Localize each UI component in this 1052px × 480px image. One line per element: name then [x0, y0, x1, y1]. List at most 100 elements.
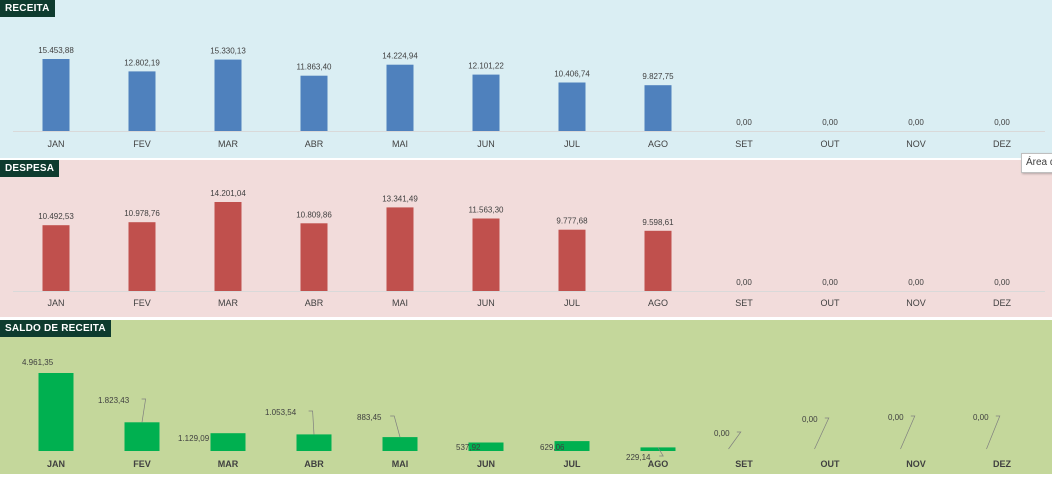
saldo-chart-panel[interactable]: SALDO DE RECEITA 4.961,35 JAN 1.823,43 FEV 1…	[0, 320, 1052, 474]
despesa-bar-jan[interactable]	[42, 225, 70, 291]
saldo-category-label-nov: NOV	[906, 459, 926, 469]
despesa-category-label-fev: FEV	[133, 298, 151, 308]
despesa-value-label-abr: 10.809,86	[296, 210, 332, 219]
saldo-value-label-mar: 1.129,09	[178, 434, 210, 443]
saldo-category-label-dez: DEZ	[993, 459, 1012, 469]
receita-bar-chart[interactable]: 15.453,88 JAN 12.802,19 FEV 15.330,13 MAR 11.8…	[0, 0, 1052, 158]
receita-bar-mai[interactable]	[386, 64, 414, 131]
despesa-category-label-abr: ABR	[305, 298, 324, 308]
despesa-bar-jul[interactable]	[558, 229, 586, 291]
receita-category-label-fev: FEV	[133, 139, 151, 149]
receita-category-label-jan: JAN	[47, 139, 64, 149]
despesa-category-label-jan: JAN	[47, 298, 64, 308]
receita-value-label-mai: 14.224,94	[382, 52, 418, 61]
receita-category-label-jun: JUN	[477, 139, 495, 149]
receita-value-label-mar: 15.330,13	[210, 47, 246, 56]
receita-chart-panel[interactable]: RECEITA 15.453,88 JAN 12.802,19 FEV 15.330,1…	[0, 0, 1052, 158]
saldo-leader-mai	[390, 415, 401, 438]
receita-bar-jan[interactable]	[42, 59, 70, 131]
saldo-bar-mar[interactable]	[210, 433, 246, 451]
receita-bar-mar[interactable]	[214, 59, 242, 131]
saldo-chart-title: SALDO DE RECEITA	[0, 320, 111, 337]
receita-category-label-ago: AGO	[648, 139, 668, 149]
saldo-leader-set	[728, 431, 742, 450]
saldo-category-label-fev: FEV	[133, 459, 151, 469]
saldo-value-label-set: 0,00	[714, 429, 730, 438]
despesa-bar-ago[interactable]	[644, 230, 672, 291]
saldo-bar-abr[interactable]	[296, 434, 332, 451]
receita-value-label-set: 0,00	[736, 118, 752, 127]
saldo-value-label-nov: 0,00	[888, 413, 904, 422]
saldo-category-label-mai: MAI	[392, 459, 409, 469]
despesa-bar-mai[interactable]	[386, 207, 414, 291]
despesa-bar-mar[interactable]	[214, 202, 242, 291]
receita-category-label-jul: JUL	[564, 139, 580, 149]
receita-category-label-nov: NOV	[906, 139, 926, 149]
saldo-bar-ago[interactable]	[640, 447, 676, 451]
receita-category-label-out: OUT	[821, 139, 841, 149]
despesa-category-label-jul: JUL	[564, 298, 580, 308]
receita-category-label-mar: MAR	[218, 139, 239, 149]
receita-bar-jul[interactable]	[558, 82, 586, 132]
despesa-value-label-out: 0,00	[822, 278, 838, 287]
despesa-chart-title: DESPESA	[0, 160, 60, 177]
receita-value-label-jun: 12.101,22	[468, 62, 504, 71]
saldo-category-label-jul: JUL	[563, 459, 581, 469]
saldo-leader-nov	[900, 415, 916, 450]
receita-category-label-dez: DEZ	[993, 139, 1012, 149]
despesa-bar-abr[interactable]	[300, 223, 328, 291]
receita-bar-jun[interactable]	[472, 74, 500, 131]
saldo-bar-jan[interactable]	[38, 373, 74, 451]
receita-value-label-jan: 15.453,88	[38, 46, 74, 55]
saldo-leader-dez	[986, 415, 1001, 450]
saldo-bar-jul[interactable]	[554, 441, 590, 451]
saldo-category-label-jun: JUN	[477, 459, 495, 469]
receita-bar-abr[interactable]	[300, 75, 328, 131]
despesa-value-label-mar: 14.201,04	[210, 189, 246, 198]
despesa-category-label-jun: JUN	[477, 298, 495, 308]
receita-bar-fev[interactable]	[128, 71, 156, 131]
saldo-bar-fev[interactable]	[124, 422, 160, 451]
saldo-category-label-jan: JAN	[47, 459, 65, 469]
chart-area-tooltip: Área do Gráfico	[1021, 153, 1052, 173]
saldo-value-label-out: 0,00	[802, 415, 818, 424]
saldo-category-label-out: OUT	[821, 459, 841, 469]
saldo-value-label-abr: 1.053,54	[265, 408, 297, 417]
despesa-value-label-nov: 0,00	[908, 278, 924, 287]
saldo-leader-ago	[657, 447, 664, 457]
despesa-value-label-dez: 0,00	[994, 278, 1010, 287]
despesa-chart-panel[interactable]: DESPESA 10.492,53 JAN 10.978,76 FEV 14.201,0…	[0, 160, 1052, 317]
saldo-value-label-mai: 883,45	[357, 413, 382, 422]
receita-value-label-abr: 11.863,40	[297, 63, 333, 72]
saldo-bar-mai[interactable]	[382, 437, 418, 451]
saldo-value-label-fev: 1.823,43	[98, 396, 130, 405]
despesa-category-label-mai: MAI	[392, 298, 408, 308]
despesa-value-label-jan: 10.492,53	[38, 212, 74, 221]
saldo-leader-out	[814, 417, 830, 450]
saldo-value-label-jun: 537,92	[456, 443, 481, 452]
despesa-category-label-mar: MAR	[218, 298, 239, 308]
receita-category-label-set: SET	[735, 139, 753, 149]
despesa-category-label-nov: NOV	[906, 298, 926, 308]
despesa-category-label-out: OUT	[821, 298, 841, 308]
despesa-value-label-fev: 10.978,76	[124, 209, 160, 218]
despesa-bar-fev[interactable]	[128, 222, 156, 291]
despesa-bar-chart[interactable]: 10.492,53 JAN 10.978,76 FEV 14.201,04 MAR 10.8…	[0, 160, 1052, 317]
receita-bar-ago[interactable]	[644, 85, 672, 131]
despesa-bar-jun[interactable]	[472, 218, 500, 292]
receita-category-label-abr: ABR	[305, 139, 324, 149]
despesa-category-label-dez: DEZ	[993, 298, 1012, 308]
saldo-bar-chart[interactable]: 4.961,35 JAN 1.823,43 FEV 1.129,09 MAR 1.053,5…	[0, 320, 1052, 474]
receita-category-label-mai: MAI	[392, 139, 408, 149]
receita-value-label-dez: 0,00	[994, 118, 1010, 127]
receita-value-label-nov: 0,00	[908, 118, 924, 127]
receita-value-label-ago: 9.827,75	[642, 72, 674, 81]
saldo-leader-fev	[141, 398, 147, 423]
receita-value-label-out: 0,00	[822, 118, 838, 127]
saldo-bar-jun[interactable]	[468, 442, 504, 452]
despesa-category-label-ago: AGO	[648, 298, 668, 308]
despesa-value-label-jun: 11.563,30	[469, 206, 505, 215]
saldo-category-label-abr: ABR	[304, 459, 324, 469]
saldo-category-label-mar: MAR	[218, 459, 239, 469]
saldo-value-label-jan: 4.961,35	[22, 358, 54, 367]
